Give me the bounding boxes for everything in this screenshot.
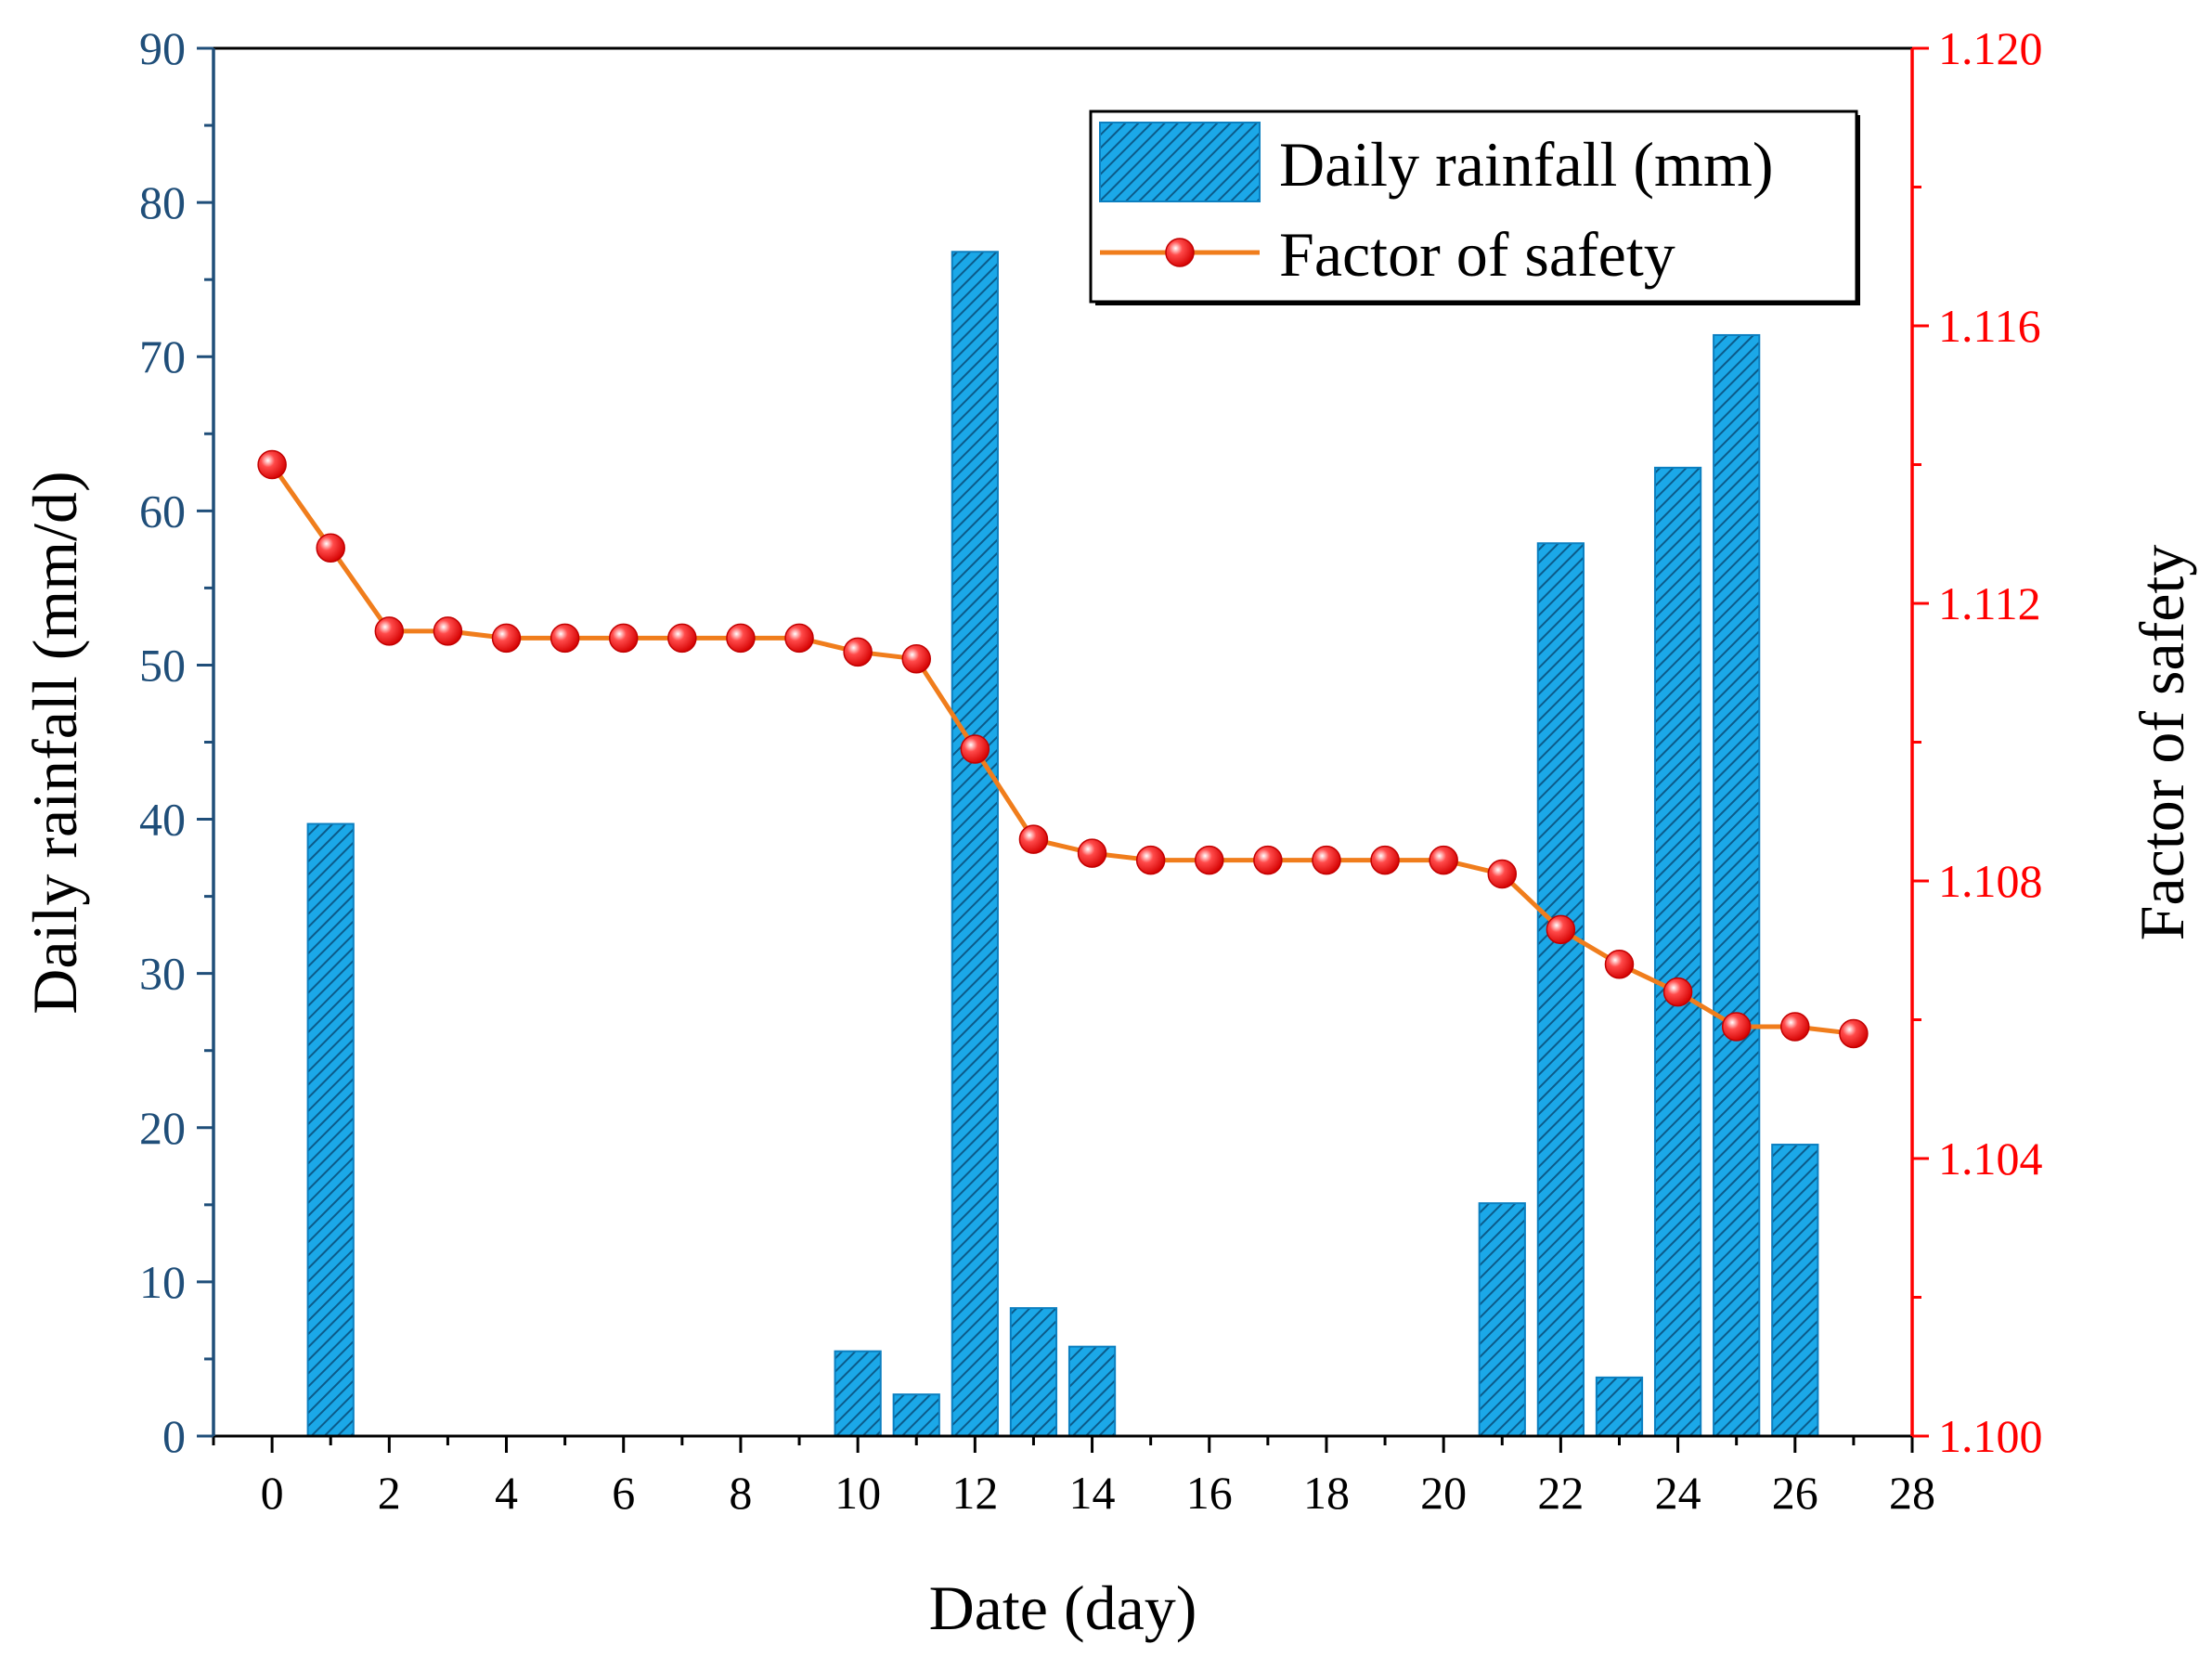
safety-marker: [1312, 845, 1341, 875]
x-tick-label: 10: [834, 1467, 881, 1519]
x-tick-label: 4: [495, 1467, 518, 1519]
x-tick-label: 28: [1889, 1467, 1935, 1519]
rainfall-bar: [1713, 333, 1761, 1437]
rainfall-bar: [951, 251, 999, 1437]
safety-marker: [257, 449, 287, 480]
legend-line-label: Factor of safety: [1279, 219, 1675, 290]
safety-marker: [1839, 1018, 1869, 1049]
rainfall-bar: [306, 822, 355, 1437]
safety-marker: [1487, 859, 1518, 889]
right-axis-ticks: 1.100 1.104 1.108 1.112 1.116 1.120: [1912, 22, 2043, 1462]
safety-marker: [1662, 977, 1693, 1007]
x-axis-ticks: 0 2 4 6 8 10 12 14 16 18 20 22 24 26 28: [212, 1436, 1935, 1519]
safety-marker: [1195, 845, 1224, 875]
safety-marker: [843, 637, 873, 667]
y-left-tick-label: 50: [139, 639, 186, 691]
rainfall-bar: [1478, 1202, 1526, 1438]
safety-marker: [316, 533, 345, 563]
y-right-tick-label: 1.100: [1938, 1410, 2043, 1462]
left-axis-ticks: 0 10 20 30 40 50 60 70 80 90: [139, 22, 213, 1462]
legend: Daily rainfall (mm) Factor of safety: [1089, 110, 1860, 305]
y-left-tick-label: 10: [139, 1256, 186, 1308]
x-axis-label: Date (day): [929, 1573, 1197, 1643]
y-left-tick-label: 40: [139, 794, 186, 846]
rainfall-bar: [1009, 1307, 1058, 1438]
safety-marker: [1721, 1012, 1752, 1042]
rainfall-bar: [1067, 1345, 1117, 1437]
y-right-tick-label: 1.108: [1938, 855, 2043, 907]
safety-marker: [1077, 838, 1107, 868]
safety-marker: [1018, 824, 1049, 854]
safety-marker: [1253, 845, 1283, 875]
y-left-tick-label: 0: [162, 1410, 186, 1462]
safety-markers: [257, 449, 1869, 1049]
safety-marker: [784, 623, 814, 654]
safety-marker: [901, 644, 931, 674]
rainfall-bar: [892, 1393, 940, 1438]
safety-marker: [374, 616, 405, 646]
legend-bar-label: Daily rainfall (mm): [1279, 129, 1773, 200]
safety-marker: [960, 734, 990, 764]
y-left-tick-label: 80: [139, 176, 186, 228]
safety-marker: [1135, 845, 1166, 875]
y-left-tick-label: 70: [139, 330, 186, 382]
left-axis-label: Daily rainfall (mm/d): [19, 471, 90, 1014]
right-axis-label: Factor of safety: [2127, 545, 2197, 941]
safety-marker: [1604, 949, 1635, 979]
safety-marker: [726, 623, 756, 654]
legend-bar-swatch: [1099, 122, 1261, 202]
rainfall-bar: [1595, 1376, 1644, 1438]
safety-marker: [1429, 845, 1458, 875]
y-left-tick-label: 60: [139, 485, 186, 537]
rainfall-bar: [1653, 466, 1702, 1437]
safety-polyline: [270, 463, 1855, 1036]
y-right-tick-label: 1.120: [1938, 22, 2043, 74]
x-tick-label: 20: [1420, 1467, 1467, 1519]
rainfall-bar: [834, 1350, 882, 1438]
safety-marker: [491, 623, 522, 654]
safety-marker: [1546, 914, 1576, 945]
x-tick-label: 18: [1303, 1467, 1350, 1519]
x-tick-label: 2: [378, 1467, 401, 1519]
safety-marker: [1370, 845, 1400, 875]
x-tick-label: 26: [1772, 1467, 1818, 1519]
x-tick-label: 14: [1069, 1467, 1116, 1519]
x-tick-label: 12: [951, 1467, 998, 1519]
legend-marker-swatch: [1165, 238, 1195, 267]
x-tick-label: 0: [261, 1467, 284, 1519]
x-tick-label: 6: [612, 1467, 635, 1519]
y-right-tick-label: 1.104: [1938, 1133, 2043, 1185]
x-tick-label: 8: [729, 1467, 752, 1519]
y-left-tick-label: 20: [139, 1102, 186, 1154]
x-tick-label: 22: [1537, 1467, 1584, 1519]
rainfall-bar: [1536, 542, 1585, 1437]
y-left-tick-label: 90: [139, 22, 186, 74]
y-right-tick-label: 1.116: [1938, 300, 2041, 352]
safety-marker: [667, 623, 697, 654]
x-tick-label: 16: [1186, 1467, 1233, 1519]
y-left-tick-label: 30: [139, 948, 186, 1000]
x-tick-label: 24: [1655, 1467, 1701, 1519]
safety-line: [270, 463, 1855, 1036]
rainfall-bars: [306, 251, 1819, 1438]
safety-marker: [550, 623, 580, 654]
y-right-tick-label: 1.112: [1938, 577, 2041, 629]
rainfall-bar: [1771, 1144, 1819, 1438]
safety-marker: [608, 623, 639, 654]
safety-marker: [1780, 1012, 1810, 1042]
safety-marker: [433, 616, 463, 646]
